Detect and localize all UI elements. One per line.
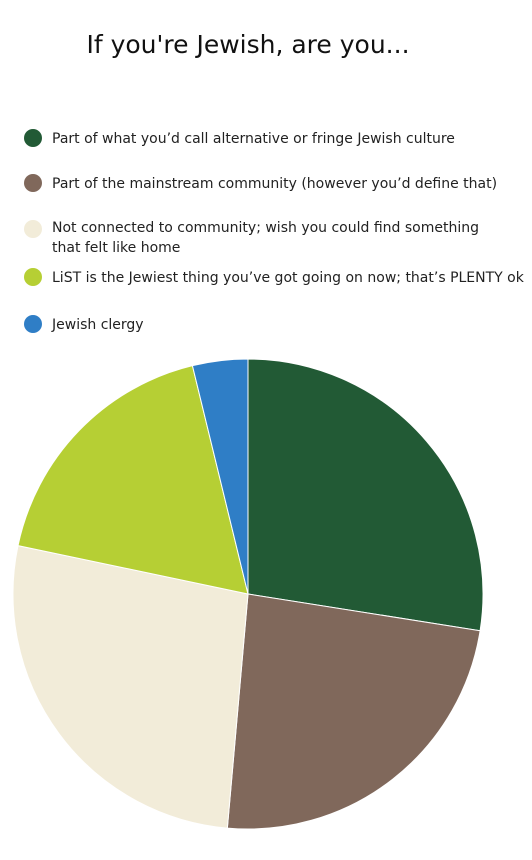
legend-swatch-mainstream [24,174,42,192]
pie-slice-clergy[interactable] [191,358,249,595]
pie-slice-mainstream[interactable] [226,593,481,830]
legend-label-list: LiST is the Jewiest thing you’ve got goi… [52,270,524,286]
chart-title: If you're Jewish, are you... [86,30,410,59]
legend-label-alternative: Part of what you’d call alternative or f… [52,131,455,147]
legend-label-not-connected: Not connected to community; wish you cou… [52,220,479,256]
legend-label-mainstream: Part of the mainstream community (howeve… [52,176,498,192]
legend-swatch-alternative [24,129,42,147]
legend-swatch-list [24,268,42,286]
legend-swatch-not-connected [24,220,42,238]
pie-slice-list[interactable] [17,365,249,595]
pie-slice-alternative[interactable] [247,358,484,632]
legend-label-clergy: Jewish clergy [52,317,144,333]
legend-swatch-clergy [24,315,42,333]
pie-slice-not-connected[interactable] [12,545,249,829]
